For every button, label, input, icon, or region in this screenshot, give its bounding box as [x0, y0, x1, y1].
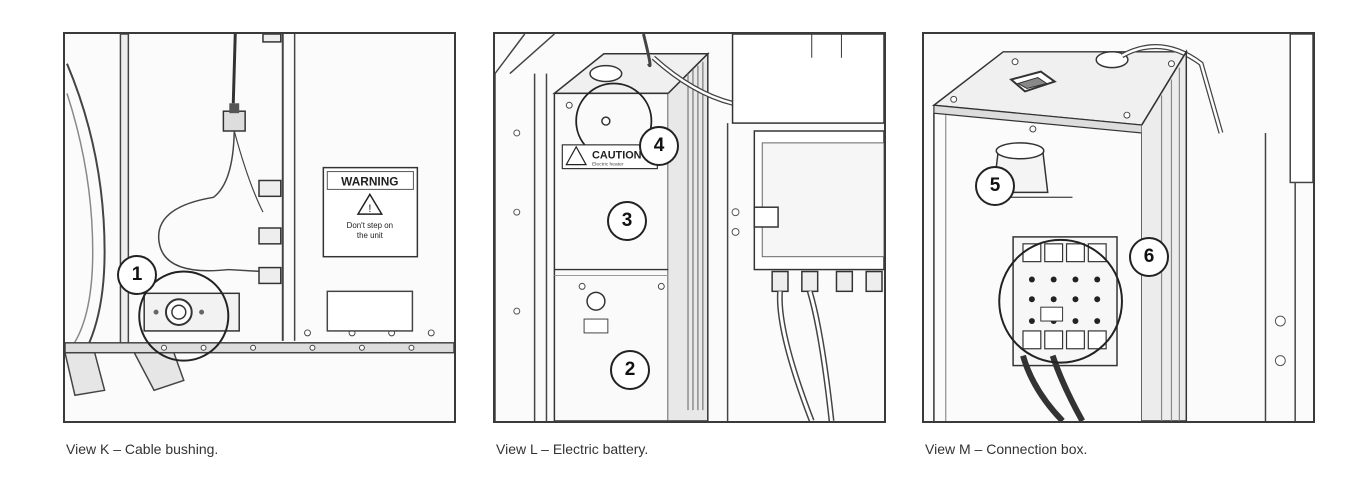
caption-view-m: View M – Connection box.	[925, 441, 1088, 457]
view-m-panel: 5 6	[922, 32, 1315, 423]
callout-4: 4	[639, 126, 679, 166]
caption-view-l: View L – Electric battery.	[496, 441, 649, 457]
view-l-drawing: CAUTION Electric heater	[495, 34, 884, 421]
callout-6: 6	[1129, 237, 1169, 277]
callout-3: 3	[607, 201, 647, 241]
view-l-panel: CAUTION Electric heater 2 3 4	[493, 32, 886, 423]
warning-sign-title: WARNING	[341, 174, 398, 188]
caption-view-k: View K – Cable bushing.	[66, 441, 219, 457]
caution-label-title: CAUTION	[592, 150, 642, 162]
warning-sign-line2: the unit	[357, 231, 384, 240]
callout-5: 5	[975, 166, 1015, 206]
warning-sign-line1: Don't step on	[347, 221, 393, 230]
callout-1: 1	[117, 255, 157, 295]
callout-2: 2	[610, 350, 650, 390]
svg-text:!: !	[368, 203, 371, 215]
view-k-panel: WARNING ! Don't step on the unit 1	[63, 32, 456, 423]
caution-label-sub: Electric heater	[592, 162, 624, 168]
view-k-drawing: WARNING ! Don't step on the unit	[65, 34, 454, 397]
view-m-drawing	[931, 34, 1313, 421]
